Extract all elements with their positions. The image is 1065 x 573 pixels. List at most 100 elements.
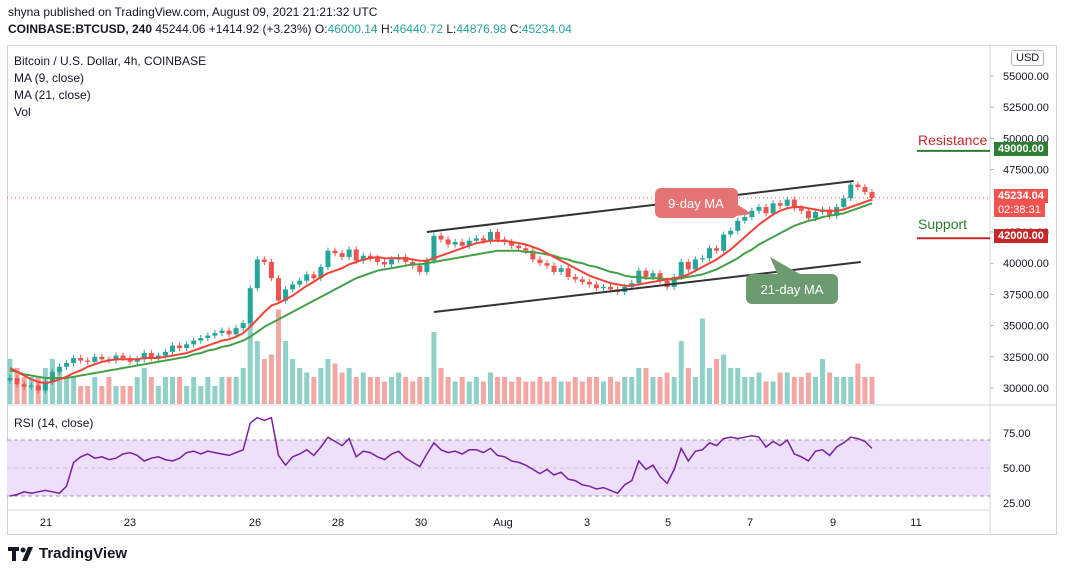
- volume-bar: [643, 368, 649, 404]
- rsi-line: [9, 416, 873, 497]
- time-tick-label: 9: [830, 517, 836, 529]
- candle-body: [177, 345, 183, 349]
- candle-body: [28, 385, 34, 387]
- candle-body: [297, 280, 303, 285]
- candle-body: [445, 239, 451, 245]
- volume-bar: [721, 354, 727, 404]
- volume-bar: [56, 368, 62, 404]
- candle-body: [855, 184, 861, 188]
- candle-body: [827, 209, 833, 216]
- volume-bar: [502, 377, 508, 404]
- volume-bar: [226, 377, 232, 404]
- candle-body: [49, 371, 55, 382]
- candle-body: [42, 381, 48, 391]
- candle-body: [346, 249, 352, 257]
- candle-body: [78, 358, 84, 361]
- candle-body: [120, 355, 126, 359]
- candle-body: [728, 230, 734, 235]
- volume-bar: [233, 377, 239, 404]
- candle-body: [735, 220, 741, 231]
- price-tick-label: 30000.00: [1003, 383, 1049, 395]
- candle-body: [862, 187, 868, 193]
- volume-bar: [318, 368, 324, 404]
- candle-body: [593, 284, 599, 289]
- volume-bar: [678, 341, 684, 404]
- symbol: COINBASE:BTCUSD, 240: [8, 22, 153, 36]
- high-label: H:: [380, 22, 393, 36]
- candle-body: [706, 248, 712, 259]
- volume-bar: [191, 377, 197, 404]
- price-tick-label: 52500.00: [1003, 102, 1049, 114]
- volume-bar: [565, 381, 571, 404]
- rsi-tick-label: 50.00: [1003, 463, 1031, 475]
- volume-bar: [544, 381, 550, 404]
- current-price-tag: 45234.04: [994, 189, 1048, 203]
- currency-button[interactable]: USD: [1011, 50, 1045, 66]
- candle-body: [162, 351, 168, 356]
- volume-bar: [240, 368, 246, 404]
- ma21-callout-box: [746, 274, 838, 304]
- volume-bar: [820, 359, 826, 404]
- time-tick-label: 23: [124, 517, 136, 529]
- volume-bar: [339, 372, 345, 404]
- candle-body: [671, 276, 677, 287]
- volume-bar: [579, 381, 585, 404]
- tradingview-logo[interactable]: TradingView: [8, 545, 127, 562]
- candle-body: [170, 345, 176, 352]
- volume-bar: [155, 386, 161, 404]
- time-tick-label: 11: [910, 517, 921, 529]
- volume-bar: [664, 372, 670, 404]
- candle-body: [685, 261, 691, 270]
- candle-body: [389, 259, 395, 265]
- price-tick-label: 37500.00: [1003, 289, 1049, 301]
- volume-bar: [629, 377, 635, 404]
- volume-bar: [685, 368, 691, 404]
- last-price: 45244.06: [155, 22, 206, 36]
- volume-bar: [855, 363, 861, 404]
- candle-body: [742, 217, 748, 221]
- volume-bar: [71, 377, 77, 404]
- candle-body: [304, 274, 310, 281]
- resistance-label: Resistance: [918, 132, 987, 148]
- candle-body: [205, 335, 211, 339]
- volume-bar: [205, 377, 211, 404]
- candle-body: [56, 366, 62, 372]
- time-tick-label: 7: [747, 517, 753, 529]
- volume-bar: [212, 386, 218, 404]
- candle-body: [798, 208, 804, 211]
- volume-bar: [459, 377, 465, 404]
- candle-body: [141, 353, 147, 360]
- candle-body: [290, 284, 296, 290]
- price-tick-label: 32500.00: [1003, 352, 1049, 364]
- ohlc-line: COINBASE:BTCUSD, 240 45244.06 +1414.92 (…: [8, 22, 572, 36]
- support-label: Support: [918, 216, 967, 232]
- candle-body: [403, 256, 409, 262]
- low-value: 44876.98: [456, 22, 507, 36]
- chart-frame: [7, 45, 1057, 535]
- volume-bar: [431, 332, 437, 404]
- candle-body: [791, 199, 797, 209]
- volume-bar: [509, 381, 515, 404]
- volume-bar: [304, 372, 310, 404]
- volume-bar: [452, 381, 458, 404]
- volume-bar: [254, 341, 260, 404]
- volume-bar: [283, 341, 289, 404]
- volume-bar: [92, 377, 98, 404]
- volume-bar: [170, 377, 176, 404]
- candle-body: [99, 356, 105, 360]
- ma21-callout-label: 21-day MA: [761, 282, 824, 297]
- trendline-upper: [426, 180, 854, 233]
- candle-body: [678, 261, 684, 277]
- price-tick-label: 55000.00: [1003, 71, 1049, 83]
- volume-bar: [403, 377, 409, 404]
- candle-body: [71, 358, 77, 364]
- price-tick-label: 40000.00: [1003, 258, 1049, 270]
- volume-bar: [353, 377, 359, 404]
- volume-bar: [247, 314, 253, 404]
- volume-bar: [374, 377, 380, 404]
- candle-body: [572, 276, 578, 280]
- candle-body: [92, 356, 98, 362]
- volume-bar: [134, 377, 140, 404]
- candle-body: [699, 258, 705, 260]
